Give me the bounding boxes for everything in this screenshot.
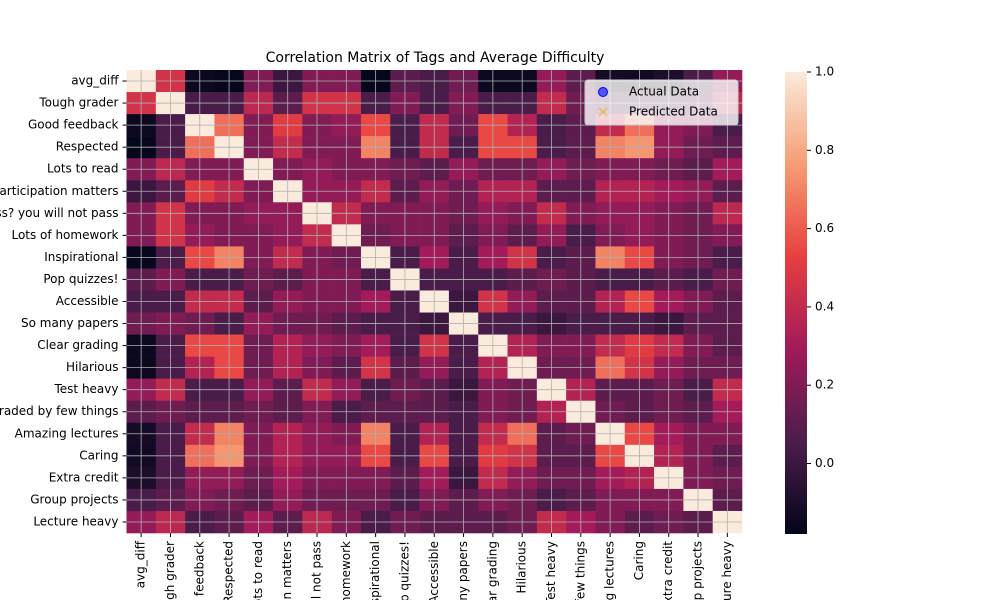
- colorbar-tick-label: 1.0: [815, 65, 834, 79]
- y-tick-label: Pop quizzes!: [43, 272, 118, 286]
- y-tick-label: Clear grading: [37, 338, 118, 352]
- y-tick-label: Graded by few things: [0, 404, 119, 418]
- y-tick-label: So many papers: [21, 316, 119, 330]
- x-tick-label: Test heavy: [544, 541, 558, 600]
- x-tick-label: Group projects: [691, 541, 705, 600]
- y-tick-label: Accessible: [56, 294, 119, 308]
- y-tick-label: Lecture heavy: [33, 514, 118, 528]
- y-tick-label: Hilarious: [66, 360, 119, 374]
- colorbar-tick-label: 0.0: [815, 456, 834, 470]
- x-tick-label: Caring: [632, 541, 646, 580]
- colorbar-tick-label: 0.8: [815, 143, 834, 157]
- colorbar: [785, 72, 807, 534]
- y-tick-label: Respected: [56, 140, 119, 154]
- x-tick-label: Good feedback: [192, 541, 206, 600]
- legend-label: Actual Data: [629, 85, 699, 99]
- legend-marker: [598, 107, 608, 117]
- chart-title: Correlation Matrix of Tags and Average D…: [266, 50, 605, 66]
- x-tick-label: avg_diff: [134, 540, 148, 588]
- x-tick-label: Lots of homework: [339, 541, 353, 600]
- x-tick-label: Inspirational: [368, 541, 382, 600]
- y-tick-label: Skip class? you will not pass: [0, 206, 119, 220]
- colorbar-tick-label: 0.6: [815, 221, 834, 235]
- legend: Actual Data Predicted Data: [584, 79, 739, 126]
- x-tick-label: Graded by few things: [573, 541, 587, 600]
- x-tick-label: Hilarious: [515, 541, 529, 594]
- x-tick-label: Lots to read: [251, 541, 265, 600]
- y-tick-label: Tough grader: [38, 96, 118, 110]
- y-tick-label: Lots of homework: [11, 228, 118, 242]
- x-tick-label: Accessible: [427, 541, 441, 600]
- colorbar-tick-label: 0.2: [815, 378, 834, 392]
- x-tick-label: Skip class? you will not pass: [310, 541, 324, 600]
- y-tick-label: Lots to read: [47, 162, 118, 176]
- y-tick-label: Good feedback: [28, 118, 119, 132]
- y-tick-label: Caring: [79, 448, 118, 462]
- colorbar-tick-label: 0.4: [815, 299, 834, 313]
- x-tick-label: Amazing lectures: [603, 541, 617, 600]
- y-tick-label: Inspirational: [44, 250, 118, 264]
- x-tick-label: So many papers: [456, 541, 470, 600]
- x-tick-label: Clear grading: [485, 541, 499, 600]
- y-tick-label: avg_diff: [71, 74, 119, 88]
- legend-box: [584, 79, 739, 126]
- y-tick-label: Test heavy: [54, 382, 119, 396]
- x-tick-label: Tough grader: [163, 541, 177, 600]
- x-tick-label: Extra credit: [661, 541, 675, 600]
- x-tick-label: Pop quizzes!: [397, 541, 411, 600]
- x-tick-label: Lecture heavy: [720, 541, 734, 600]
- x-tick-label: Participation matters: [280, 541, 294, 600]
- y-tick-label: Amazing lectures: [15, 426, 119, 440]
- y-tick-label: Group projects: [30, 492, 118, 506]
- y-tick-label: Participation matters: [0, 184, 119, 198]
- y-tick-label: Extra credit: [49, 470, 119, 484]
- legend-label: Predicted Data: [629, 105, 718, 119]
- legend-marker: [598, 87, 608, 97]
- x-tick-label: Respected: [222, 541, 236, 600]
